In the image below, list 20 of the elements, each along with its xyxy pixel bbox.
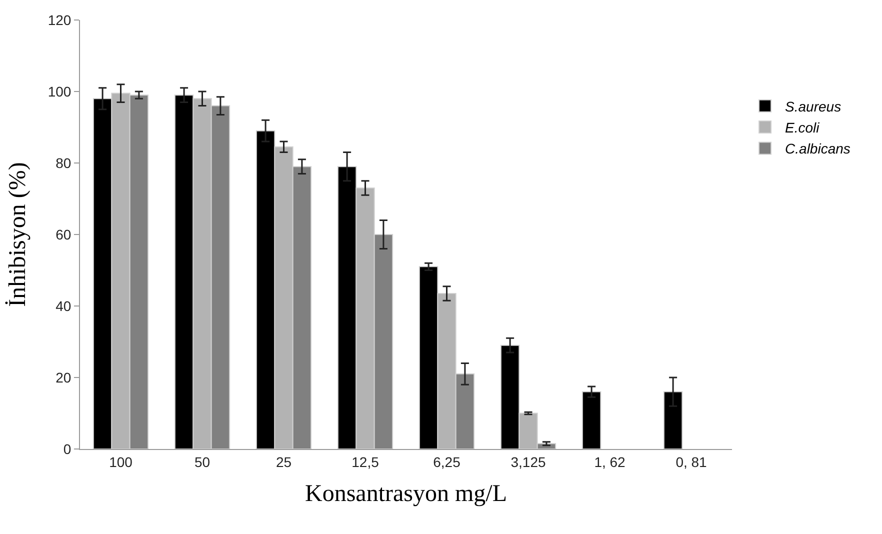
x-tick-label: 1, 62 xyxy=(594,454,626,470)
legend-label: E.coli xyxy=(785,120,820,136)
y-tick-label: 60 xyxy=(56,226,72,242)
x-tick-label: 25 xyxy=(276,454,292,470)
x-tick-label: 12,5 xyxy=(352,454,380,470)
y-tick-label: 100 xyxy=(48,83,72,100)
legend-label: C.albicans xyxy=(785,140,850,157)
x-tick-label: 0, 81 xyxy=(676,454,708,470)
x-tick-label: 50 xyxy=(194,454,210,470)
y-axis-title: İnhibisyon (%) xyxy=(4,162,31,307)
x-tick-label: 100 xyxy=(109,454,133,470)
y-tick-label: 40 xyxy=(56,298,72,314)
y-tick-label: 20 xyxy=(56,369,72,386)
y-tick-label: 120 xyxy=(48,12,72,28)
x-tick-label: 3,125 xyxy=(510,454,546,470)
x-axis-title: Konsantrasyon mg/L xyxy=(305,481,507,508)
legend-label: S.aureus xyxy=(785,98,842,114)
x-tick-label: 6,25 xyxy=(433,454,461,470)
y-tick-label: 0 xyxy=(63,440,72,457)
y-tick-label: 80 xyxy=(56,154,72,171)
